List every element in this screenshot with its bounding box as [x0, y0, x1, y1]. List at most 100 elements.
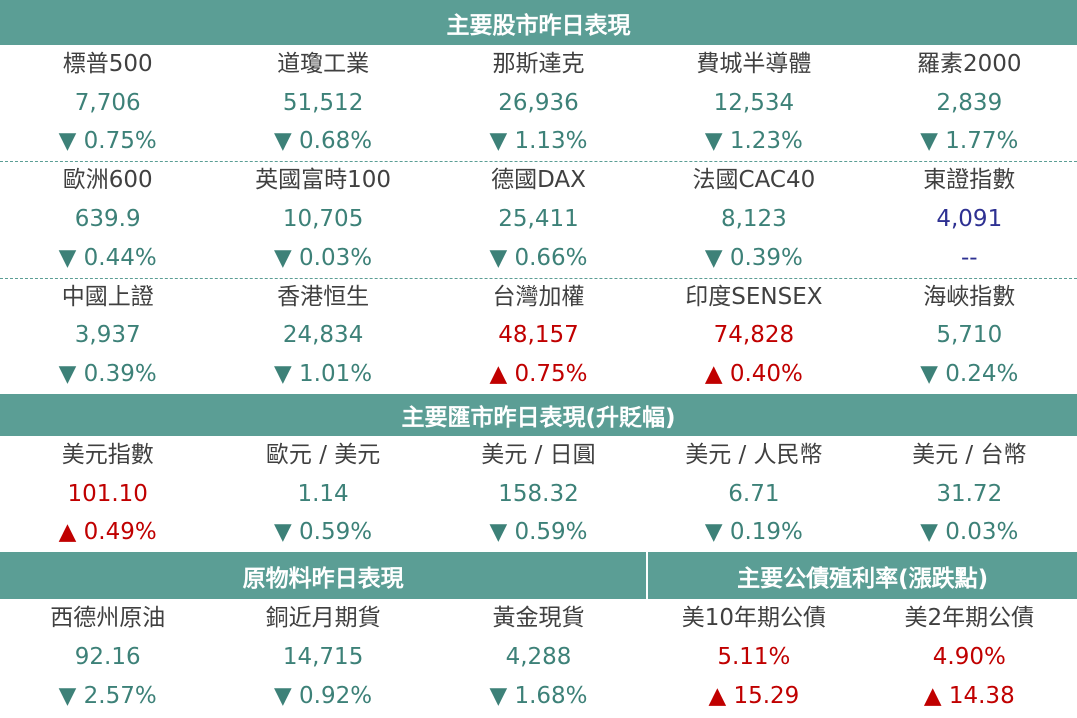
quote-value: 14,715	[282, 643, 364, 670]
quote-change: ▲ 0.49%	[58, 519, 157, 546]
section-title: 主要匯市昨日表現(升貶幅)	[0, 393, 1077, 436]
quote-change: ▼ 0.03%	[920, 519, 1019, 546]
quote-cell: 那斯達克 26,936 ▼ 1.13%	[431, 45, 646, 161]
quote-value: 3,937	[74, 322, 141, 349]
quote-cell: 羅素2000 2,839 ▼ 1.77%	[862, 45, 1077, 161]
quote-change: ▼ 1.01%	[274, 360, 373, 387]
quote-value: 31.72	[936, 480, 1003, 507]
quote-value: 1.14	[297, 480, 349, 507]
section-title: 主要公債殖利率(漲跌點)	[648, 552, 1077, 600]
quote-cell: 歐洲600 639.9 ▼ 0.44%	[0, 161, 215, 277]
quote-name: 美2年期公債	[904, 605, 1035, 632]
quote-name: 香港恒生	[277, 283, 370, 310]
quote-value: 25,411	[498, 205, 579, 232]
quote-name: 美元 / 人民幣	[685, 441, 823, 468]
quote-change: ▼ 0.59%	[274, 519, 373, 546]
quote-name: 那斯達克	[492, 51, 585, 77]
quote-name: 德國DAX	[491, 167, 586, 194]
quote-value: 74,828	[713, 322, 795, 349]
quote-name: 標普500	[62, 51, 153, 77]
quote-name: 美元 / 日圓	[481, 441, 596, 468]
quote-cell: 台灣加權 48,157 ▲ 0.75%	[431, 278, 646, 394]
quote-cell: 香港恒生 24,834 ▼ 1.01%	[215, 278, 430, 394]
quote-cell: 美元 / 人民幣 6.71 ▼ 0.19%	[646, 436, 861, 552]
quote-cell: 費城半導體 12,534 ▼ 1.23%	[646, 45, 861, 161]
quote-cell: 美元指數 101.10 ▲ 0.49%	[0, 436, 215, 552]
quote-value: 7,706	[74, 89, 141, 116]
quote-name: 印度SENSEX	[685, 283, 823, 310]
section-title: 主要股市昨日表現	[0, 0, 1077, 45]
quote-change: ▼ 1.68%	[489, 682, 588, 709]
quote-change: ▲ 15.29	[708, 682, 800, 709]
quote-cell: 海峽指數 5,710 ▼ 0.24%	[862, 278, 1077, 394]
quote-value: 4,091	[936, 205, 1003, 232]
quote-value: 12,534	[713, 89, 795, 116]
quote-cell: 標普500 7,706 ▼ 0.75%	[0, 45, 215, 161]
quote-change: ▼ 0.44%	[58, 244, 157, 271]
quote-cell: 黃金現貨 4,288 ▼ 1.68%	[431, 599, 646, 715]
quote-value: 26,936	[498, 89, 579, 116]
quote-change: ▼ 2.57%	[58, 682, 157, 709]
quote-cell: 道瓊工業 51,512 ▼ 0.68%	[215, 45, 430, 161]
quote-change: ▼ 1.77%	[920, 128, 1019, 155]
row-divider	[0, 277, 1077, 279]
quote-cell: 法國CAC40 8,123 ▼ 0.39%	[646, 161, 861, 277]
quote-cell: 美2年期公債 4.90% ▲ 14.38	[862, 599, 1077, 715]
quote-change: ▲ 14.38	[923, 682, 1015, 709]
quote-name: 中國上證	[61, 283, 154, 310]
quote-cell: 銅近月期貨 14,715 ▼ 0.92%	[215, 599, 430, 715]
quote-change: ▲ 0.40%	[704, 360, 803, 387]
quote-cell: 西德州原油 92.16 ▼ 2.57%	[0, 599, 215, 715]
quote-value: 4,288	[505, 643, 572, 670]
quote-change: --	[960, 244, 978, 271]
quote-cell: 德國DAX 25,411 ▼ 0.66%	[431, 161, 646, 277]
quote-name: 美元 / 台幣	[912, 441, 1027, 468]
quote-name: 美10年期公債	[681, 605, 827, 632]
quote-value: 8,123	[720, 205, 787, 232]
quote-value: 639.9	[74, 205, 141, 232]
quote-value: 92.16	[74, 643, 141, 670]
quote-change: ▼ 0.92%	[274, 682, 373, 709]
quote-name: 黃金現貨	[492, 605, 585, 632]
quote-change: ▼ 0.19%	[704, 519, 803, 546]
quote-value: 101.10	[67, 480, 148, 507]
quote-change: ▲ 0.75%	[489, 360, 588, 387]
quote-name: 英國富時100	[255, 167, 392, 194]
quote-value: 48,157	[498, 322, 579, 349]
quote-cell: 美元 / 日圓 158.32 ▼ 0.59%	[431, 436, 646, 552]
quote-change: ▼ 0.68%	[274, 128, 373, 155]
section-title: 原物料昨日表現	[0, 552, 647, 600]
quote-name: 西德州原油	[50, 605, 166, 632]
quote-cell: 東證指數 4,091 --	[862, 161, 1077, 277]
quote-change: ▼ 0.24%	[920, 360, 1019, 387]
quote-name: 東證指數	[923, 167, 1016, 194]
quote-change: ▼ 1.23%	[704, 128, 803, 155]
row-divider	[0, 161, 1077, 163]
quote-name: 歐元 / 美元	[265, 441, 381, 468]
quote-name: 歐洲600	[62, 167, 153, 194]
quote-name: 法國CAC40	[692, 167, 816, 194]
quote-cell: 歐元 / 美元 1.14 ▼ 0.59%	[215, 436, 430, 552]
quote-name: 台灣加權	[492, 283, 585, 310]
quote-value: 10,705	[282, 205, 364, 232]
quote-change: ▼ 1.13%	[489, 128, 588, 155]
quote-change: ▼ 0.39%	[704, 244, 803, 271]
quote-name: 銅近月期貨	[265, 605, 381, 632]
quote-change: ▼ 0.59%	[489, 519, 588, 546]
quote-value: 51,512	[282, 89, 364, 116]
quote-change: ▼ 0.66%	[489, 244, 588, 271]
quote-value: 158.32	[498, 480, 579, 507]
quote-change: ▼ 0.39%	[58, 360, 157, 387]
quote-cell: 英國富時100 10,705 ▼ 0.03%	[215, 161, 430, 277]
quote-cell: 美元 / 台幣 31.72 ▼ 0.03%	[862, 436, 1077, 552]
quote-name: 海峽指數	[923, 283, 1016, 310]
quote-value: 24,834	[282, 322, 364, 349]
quote-value: 4.90%	[932, 643, 1006, 670]
quote-value: 6.71	[728, 480, 780, 507]
quote-value: 2,839	[936, 89, 1003, 116]
quote-name: 美元指數	[61, 441, 154, 468]
quote-cell: 美10年期公債 5.11% ▲ 15.29	[646, 599, 861, 715]
quote-cell: 中國上證 3,937 ▼ 0.39%	[0, 278, 215, 394]
quote-name: 道瓊工業	[277, 51, 370, 77]
